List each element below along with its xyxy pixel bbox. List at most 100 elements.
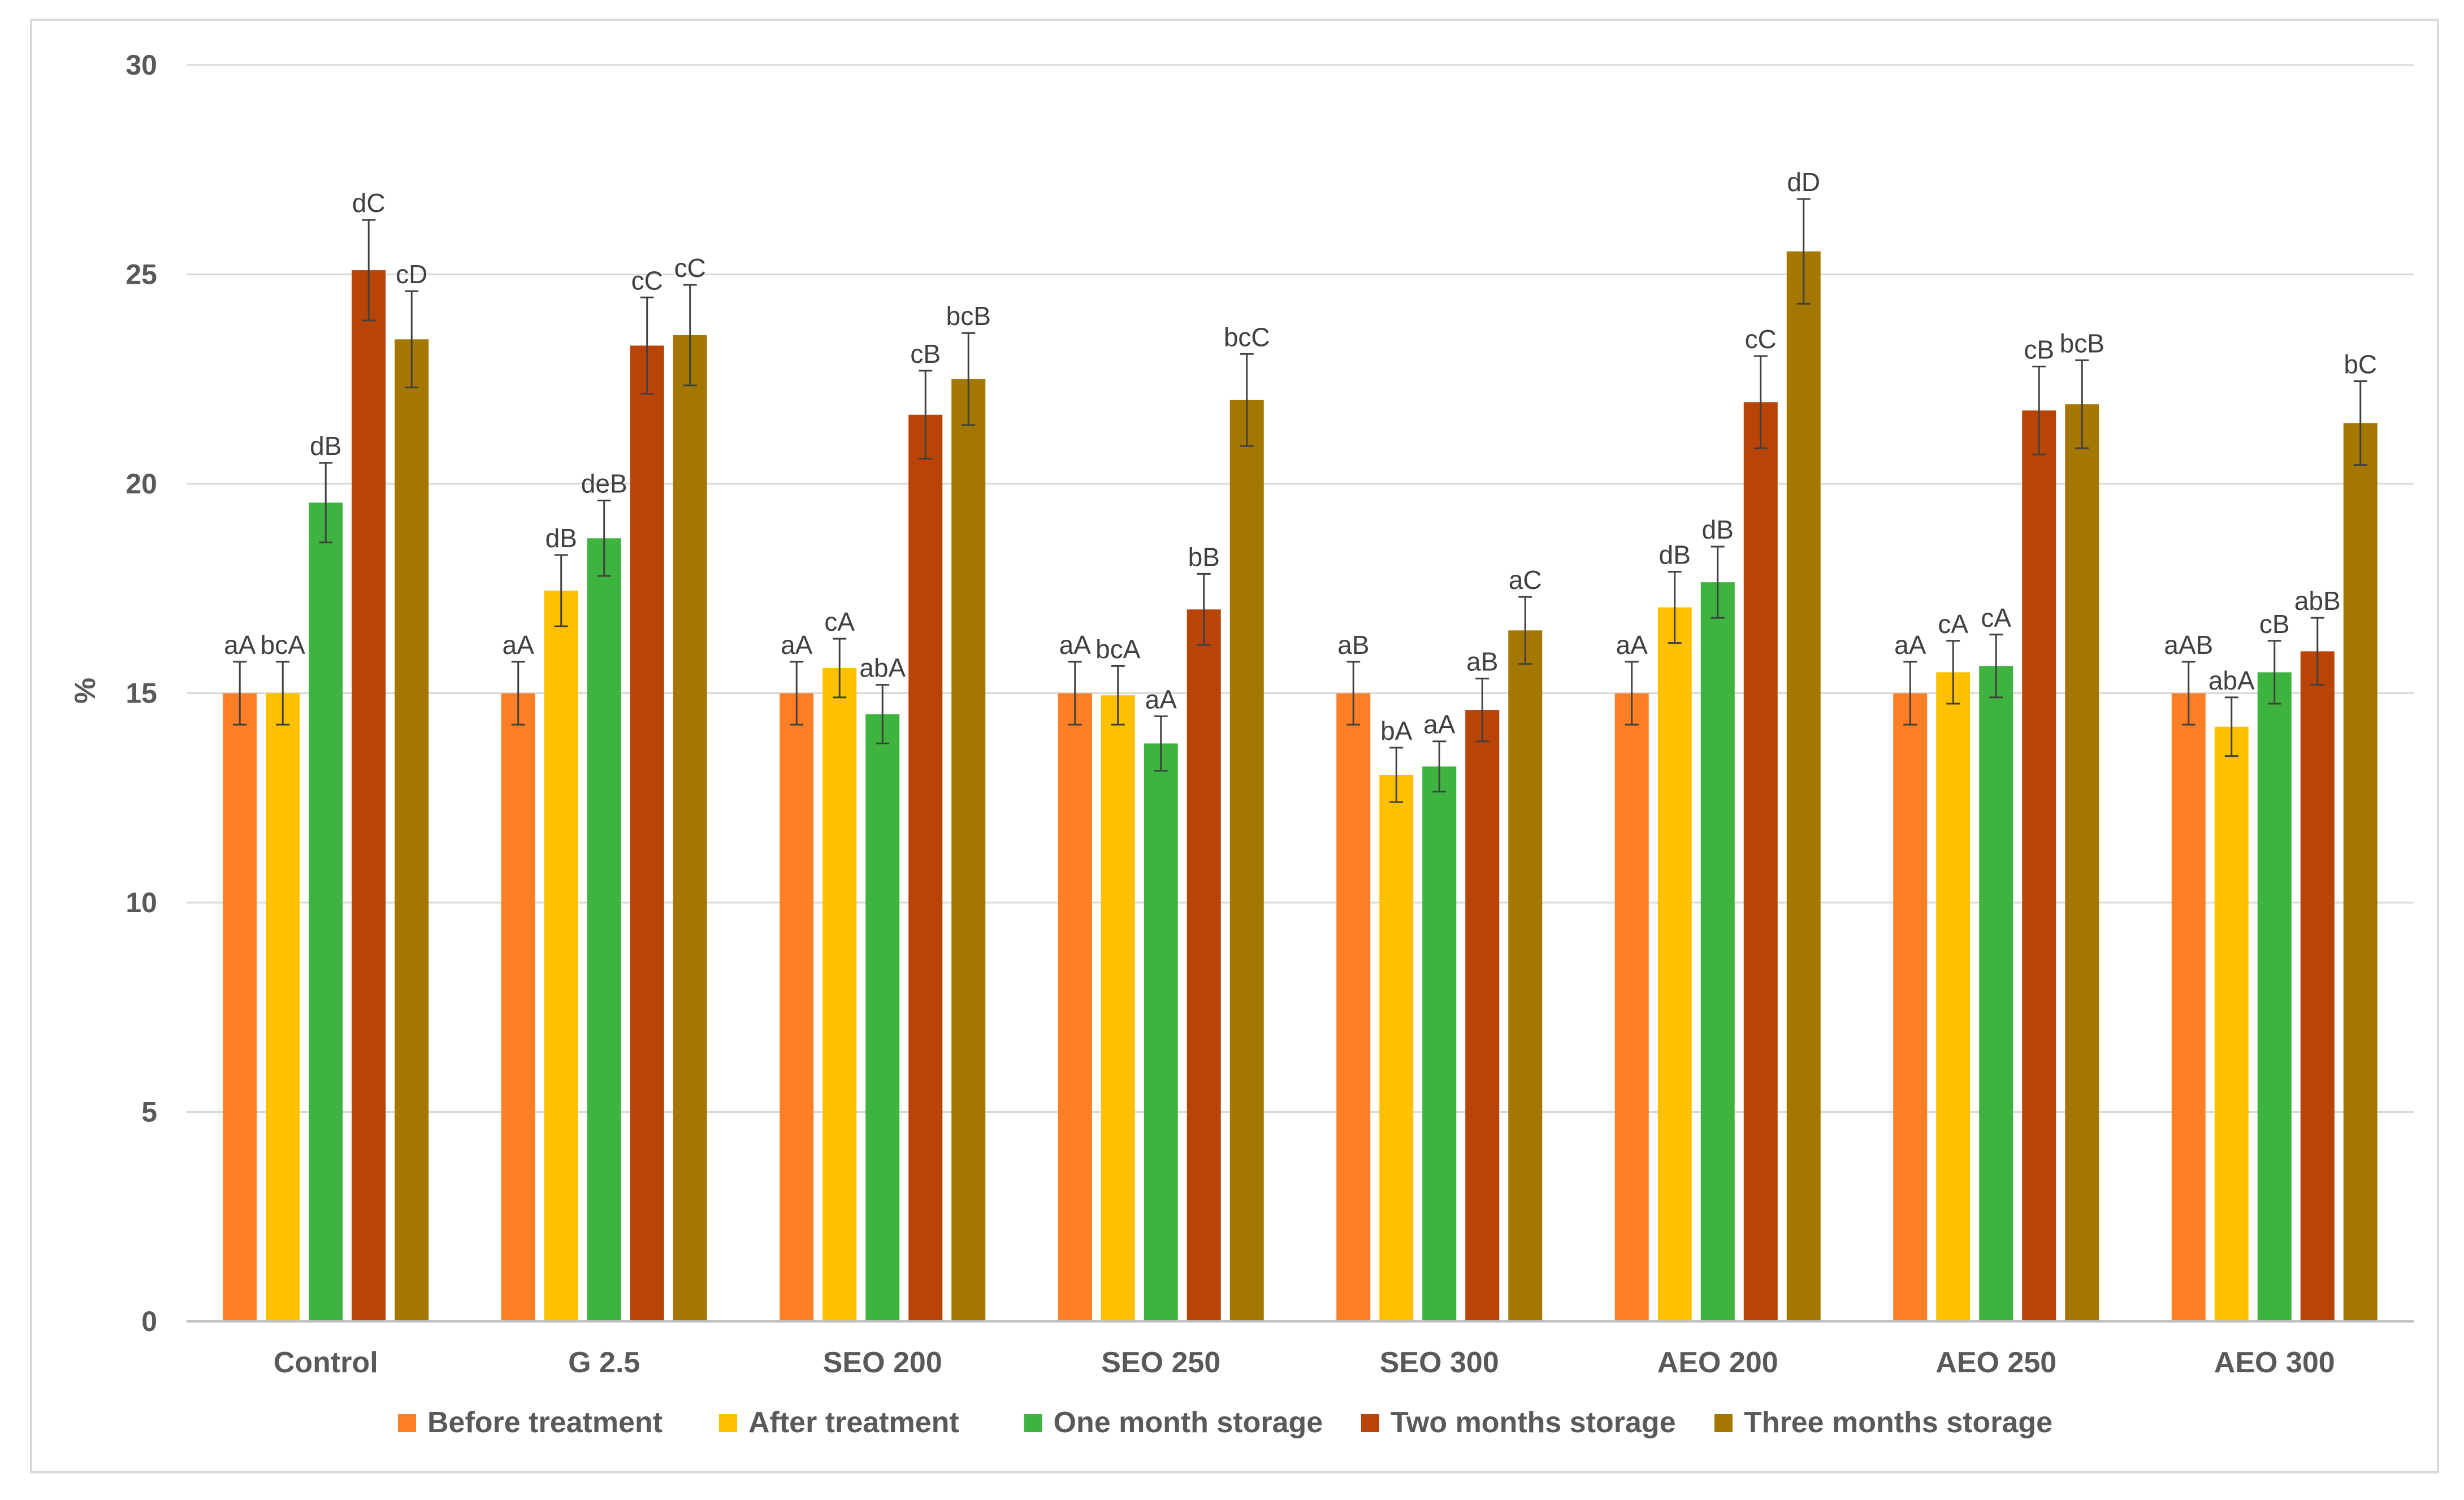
bar <box>501 693 535 1321</box>
bar-data-label: bcB <box>946 301 991 331</box>
bar <box>2171 693 2206 1321</box>
legend-swatch <box>398 1414 416 1432</box>
bar-data-label: aA <box>1423 710 1456 739</box>
bars <box>223 251 2378 1322</box>
bar-data-label: dD <box>1787 167 1820 197</box>
x-category-label: G 2.5 <box>568 1346 640 1379</box>
bar-data-label: abA <box>2208 666 2255 695</box>
bar-data-label: cB <box>2259 609 2290 639</box>
x-category-label: SEO 200 <box>823 1346 942 1379</box>
legend-label: Three months storage <box>1744 1406 2052 1439</box>
bar-data-label: deB <box>581 469 627 498</box>
legend-label: One month storage <box>1054 1406 1323 1439</box>
bar-data-label: dB <box>1659 540 1691 570</box>
bar <box>2343 423 2378 1322</box>
bar <box>1657 607 1692 1321</box>
bar <box>1936 672 1971 1321</box>
bar <box>223 693 257 1321</box>
bar-data-label: cA <box>824 607 855 636</box>
y-tick-label: 25 <box>125 259 157 291</box>
legend-label: Two months storage <box>1391 1406 1676 1439</box>
bar <box>2214 726 2249 1321</box>
y-tick-label: 5 <box>141 1096 157 1128</box>
legend-swatch <box>1714 1414 1733 1432</box>
y-tick-label: 10 <box>125 887 157 918</box>
bar-data-label: aAB <box>2164 630 2213 660</box>
bar <box>1379 774 1414 1321</box>
bar <box>2022 410 2056 1322</box>
bar-data-label: aA <box>224 630 256 660</box>
bar <box>266 693 300 1321</box>
y-axis-ticks: 0 5 10 15 20 25 30 <box>125 49 157 1337</box>
bar <box>1186 609 1221 1321</box>
bar-data-label: aA <box>1894 630 1926 660</box>
bar <box>1229 400 1264 1321</box>
legend-label: After treatment <box>748 1406 959 1439</box>
bar-data-label: aC <box>1509 565 1542 595</box>
bar-data-label: cA <box>1981 603 2011 632</box>
bar <box>1058 693 1092 1321</box>
bar-data-label: cC <box>631 266 663 295</box>
bar <box>1743 402 1778 1321</box>
bar <box>2065 404 2099 1322</box>
legend-label: Before treatment <box>427 1406 662 1439</box>
bar <box>1893 693 1928 1321</box>
bar-data-label: dC <box>352 188 386 218</box>
x-category-label: SEO 300 <box>1380 1346 1499 1379</box>
bar-data-label: bcA <box>261 630 306 660</box>
bar-data-label: bcC <box>1224 322 1270 352</box>
bar <box>951 379 986 1321</box>
bar-data-label: abA <box>859 653 906 683</box>
bar-data-label: cD <box>396 259 427 289</box>
y-tick-label: 20 <box>125 468 157 500</box>
bar-data-label: aA <box>1059 630 1092 660</box>
bar-data-label: aB <box>1466 647 1498 677</box>
bar-data-label: cC <box>674 253 706 283</box>
bar-data-label: aA <box>781 630 813 660</box>
bar-data-label: dB <box>545 523 577 553</box>
bar-data-label: bB <box>1188 542 1220 571</box>
x-category-label: AEO 200 <box>1657 1346 1778 1379</box>
bar <box>1336 693 1371 1321</box>
bar <box>2257 672 2292 1321</box>
x-category-label: AEO 300 <box>2214 1346 2335 1379</box>
legend-swatch <box>719 1414 737 1432</box>
bar <box>908 414 943 1321</box>
bar-data-label: cA <box>1938 609 1968 639</box>
legend-swatch <box>1361 1414 1379 1432</box>
bar <box>544 590 578 1321</box>
bar <box>780 693 814 1321</box>
bar-data-label: bcA <box>1095 634 1141 664</box>
x-category-label: AEO 250 <box>1935 1346 2056 1379</box>
bar <box>1979 666 2013 1321</box>
y-tick-label: 0 <box>141 1306 157 1337</box>
bar-data-label: bC <box>2344 349 2377 379</box>
bar <box>1422 766 1457 1321</box>
x-category-label: Control <box>274 1346 378 1379</box>
bar <box>673 335 707 1321</box>
bar-data-label: cB <box>2024 335 2054 365</box>
bar-data-label: cC <box>1745 324 1777 354</box>
bar <box>1465 710 1500 1321</box>
y-tick-label: 15 <box>125 678 157 709</box>
bar <box>1101 695 1135 1321</box>
y-tick-label: 30 <box>125 49 157 81</box>
bar-data-label: aA <box>1616 630 1648 660</box>
legend: Before treatment After treatment One month… <box>398 1406 2052 1439</box>
bar <box>395 339 429 1321</box>
x-category-label: SEO 250 <box>1101 1346 1220 1379</box>
bar <box>1700 582 1735 1321</box>
bar <box>865 714 900 1321</box>
bar-data-label: bcB <box>2060 328 2104 358</box>
bar <box>1614 693 1649 1321</box>
bar <box>2300 651 2335 1321</box>
bar <box>309 502 343 1321</box>
bar-data-label: aB <box>1337 630 1369 660</box>
bar <box>1786 251 1821 1321</box>
bar <box>1144 743 1178 1321</box>
bar-data-label: dB <box>310 431 341 461</box>
y-axis-label: % <box>69 678 102 704</box>
bar-data-label: cB <box>910 339 941 369</box>
